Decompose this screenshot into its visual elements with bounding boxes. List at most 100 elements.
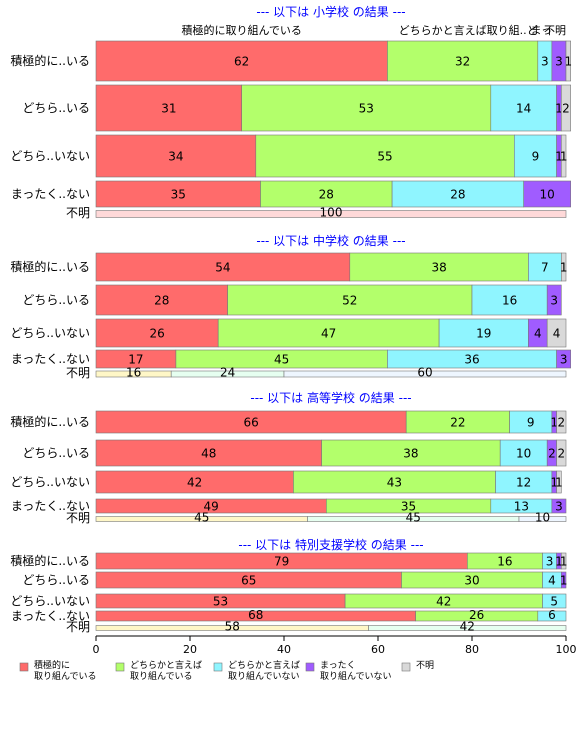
bar-segment: [556, 470, 562, 494]
segment-value-label: 12: [516, 475, 531, 489]
segment-value-label: 1: [555, 475, 563, 489]
row-label: どちら..いない: [10, 326, 90, 340]
bar-segment: [95, 134, 257, 178]
x-tick-label: 0: [93, 643, 100, 656]
segment-value-label: 49: [204, 499, 219, 513]
segment-value-label: 32: [455, 54, 470, 68]
segment-value-label: 2: [557, 415, 565, 429]
bar-segment: [560, 84, 571, 132]
bar-segment: [560, 571, 567, 589]
segment-value-label: 16: [126, 366, 141, 380]
segment-value-label: 54: [215, 260, 230, 274]
bar-segment: [321, 439, 501, 467]
segment-value-label: 42: [460, 620, 475, 634]
bar-segment: [349, 252, 529, 282]
segment-value-label: 10: [535, 511, 550, 525]
bar-segment: [560, 552, 567, 570]
bar-segment: [518, 516, 567, 522]
bar-segment: [546, 318, 567, 348]
segment-value-label: 1: [560, 573, 568, 587]
bar-segment: [542, 593, 567, 609]
legend-label: まったく取り組んでいない: [320, 660, 392, 682]
row-label: どちら..いる: [22, 101, 90, 115]
row-label: 積極的に..いる: [10, 259, 90, 274]
bar-segment: [227, 284, 473, 316]
category-top-label: ど: [527, 24, 538, 37]
segment-value-label: 42: [436, 594, 451, 608]
bar-segment: [95, 180, 261, 208]
x-tick-label: 60: [371, 643, 385, 656]
segment-value-label: 4: [534, 326, 542, 340]
segment-value-label: 1: [550, 415, 558, 429]
segment-value-label: 42: [187, 475, 202, 489]
segment-value-label: 68: [248, 608, 263, 622]
bar-segment: [556, 410, 567, 434]
segment-value-label: 34: [168, 149, 183, 163]
legend-swatch: [19, 662, 29, 672]
legend-swatch: [115, 662, 125, 672]
row-label: 不明: [66, 366, 90, 380]
segment-value-label: 62: [234, 54, 249, 68]
bar-segment: [368, 625, 567, 631]
segment-value-label: 30: [464, 573, 479, 587]
row-label: 積極的に..いる: [10, 414, 90, 429]
segment-value-label: 55: [377, 149, 392, 163]
segment-value-label: 1: [560, 149, 568, 163]
segment-value-label: 3: [555, 54, 563, 68]
segment-value-label: 16: [502, 293, 517, 307]
panel-title: --- 以下は 中学校 の結果 ---: [256, 233, 405, 248]
segment-value-label: 3: [541, 54, 549, 68]
row-label: どちら..いる: [22, 293, 90, 307]
bar-segment: [528, 252, 562, 282]
bar-segment: [217, 318, 440, 348]
segment-value-label: 2: [557, 446, 565, 460]
bar-segment: [391, 180, 525, 208]
x-tick-label: 100: [556, 643, 577, 656]
row-label: どちら..いる: [22, 573, 90, 587]
row-label: どちら..いない: [10, 149, 90, 163]
segment-value-label: 100: [320, 206, 343, 220]
segment-value-label: 1: [555, 149, 563, 163]
row-label: 不明: [66, 206, 90, 220]
bar-segment: [556, 439, 567, 467]
segment-value-label: 26: [149, 326, 164, 340]
segment-value-label: 3: [555, 499, 563, 513]
bar-segment: [95, 318, 219, 348]
segment-value-label: 47: [321, 326, 336, 340]
segment-value-label: 26: [469, 608, 484, 622]
bar-segment: [95, 439, 322, 467]
bar-segment: [546, 284, 562, 316]
segment-value-label: 16: [497, 554, 512, 568]
segment-value-label: 3: [546, 554, 554, 568]
segment-value-label: 9: [532, 149, 540, 163]
segment-value-label: 38: [431, 260, 446, 274]
bar-segment: [537, 610, 567, 622]
segment-value-label: 28: [319, 187, 334, 201]
bar-segment: [556, 349, 571, 369]
bar-segment: [565, 40, 571, 82]
legend-label: どちらかと言えば取り組んでいる: [130, 659, 202, 682]
bar-segment: [95, 252, 351, 282]
segment-value-label: 65: [241, 573, 256, 587]
row-label: 積極的に..いる: [10, 553, 90, 568]
segment-value-label: 60: [417, 366, 432, 380]
segment-value-label: 35: [401, 499, 416, 513]
bar-segment: [283, 370, 567, 378]
row-label: まったく..ない: [11, 609, 90, 623]
bar-segment: [523, 180, 572, 208]
segment-value-label: 45: [406, 511, 421, 525]
bar-segment: [471, 284, 548, 316]
segment-value-label: 36: [464, 352, 479, 366]
bar-segment: [513, 134, 557, 178]
segment-value-label: 45: [194, 511, 209, 525]
segment-value-label: 3: [550, 293, 558, 307]
segment-value-label: 53: [213, 594, 228, 608]
panel-title: --- 以下は 特別支援学校 の結果 ---: [238, 537, 423, 552]
bar-segment: [95, 210, 567, 218]
row-label: どちら..いる: [22, 446, 90, 460]
segment-value-label: 7: [541, 260, 549, 274]
category-top-label: 不明: [544, 24, 566, 37]
segment-value-label: 1: [555, 101, 563, 115]
panel-title: --- 以下は 小学校 の結果 ---: [256, 4, 405, 19]
